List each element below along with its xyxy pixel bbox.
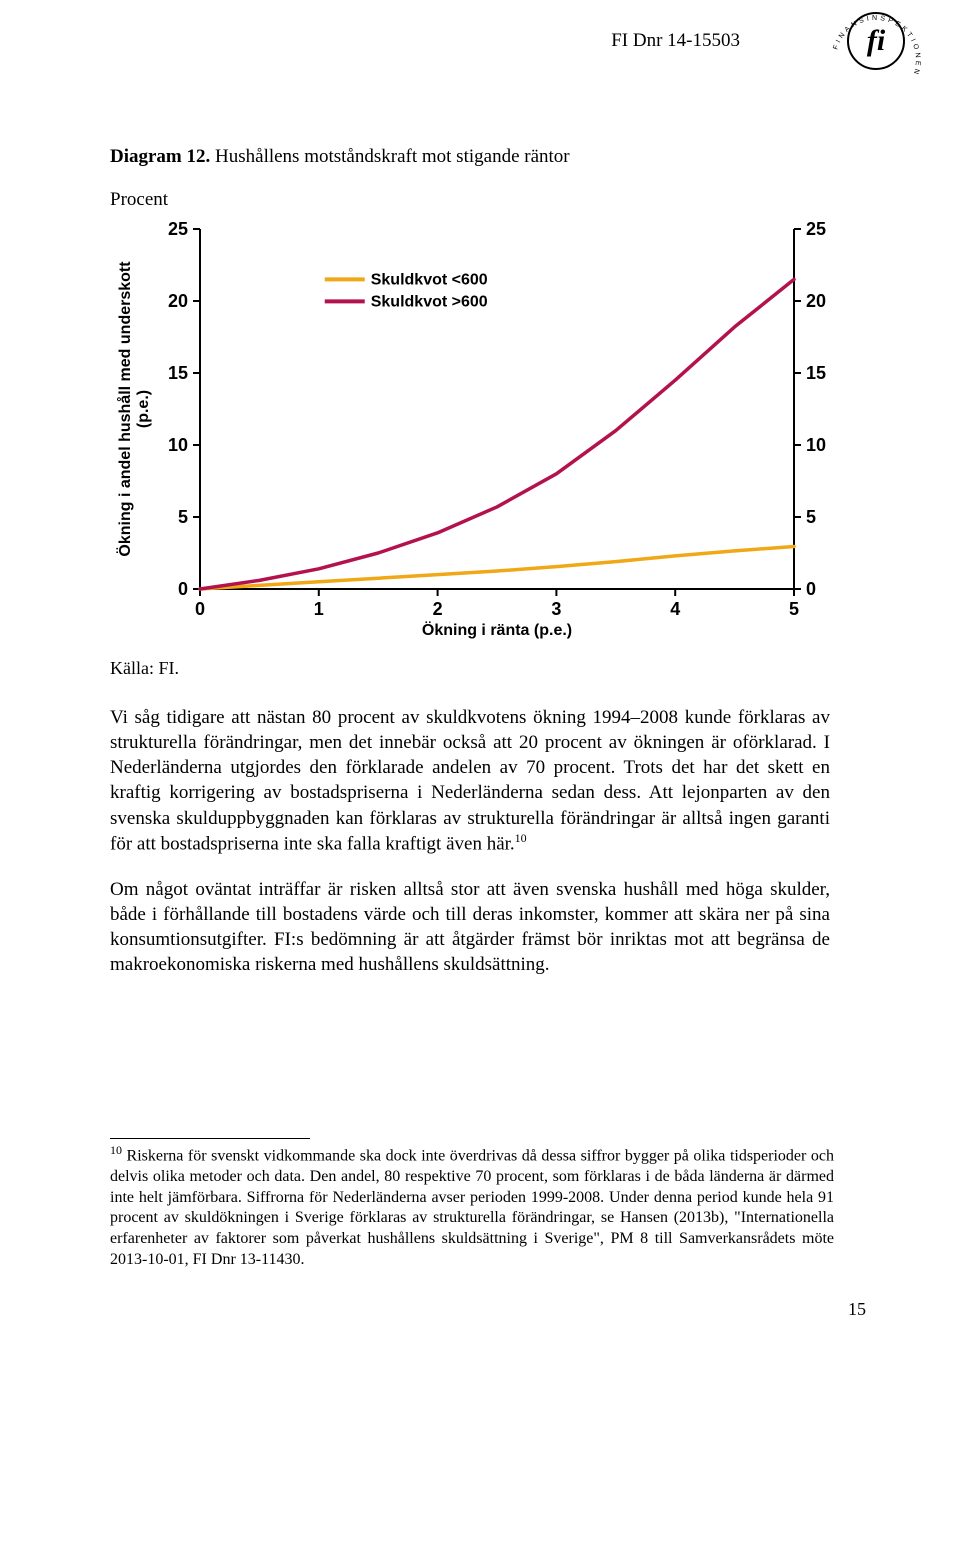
svg-text:15: 15 <box>806 363 826 383</box>
svg-text:0: 0 <box>195 599 205 619</box>
diagram-number: Diagram 12. <box>110 146 210 167</box>
svg-text:1: 1 <box>314 599 324 619</box>
svg-text:20: 20 <box>806 291 826 311</box>
svg-text:0: 0 <box>806 579 816 599</box>
svg-text:25: 25 <box>806 219 826 239</box>
page-number: 15 <box>110 1299 866 1320</box>
svg-text:5: 5 <box>806 507 816 527</box>
body-paragraph-2: Om något oväntat inträffar är risken all… <box>110 877 830 978</box>
diagram-chart: 01234505101520250510152025Ökning i ränta… <box>110 215 850 650</box>
line-chart-svg: 01234505101520250510152025Ökning i ränta… <box>110 215 850 645</box>
svg-text:Ökning i andel hushåll med und: Ökning i andel hushåll med underskott <box>115 260 134 556</box>
svg-text:(p.e.): (p.e.) <box>135 390 152 428</box>
diagram-source: Källa: FI. <box>110 658 870 679</box>
svg-text:20: 20 <box>168 291 188 311</box>
footnote-text: Riskerna för svenskt vidkommande ska doc… <box>110 1147 834 1268</box>
svg-text:10: 10 <box>806 435 826 455</box>
svg-text:15: 15 <box>168 363 188 383</box>
svg-text:FINANSINSPEKTIONEN: FINANSINSPEKTIONEN <box>832 15 921 78</box>
svg-text:Ökning i ränta (p.e.): Ökning i ränta (p.e.) <box>422 620 572 639</box>
diagram-unit-label: Procent <box>110 189 870 211</box>
svg-text:Skuldkvot >600: Skuldkvot >600 <box>371 293 488 310</box>
svg-text:25: 25 <box>168 219 188 239</box>
para1-text: Vi såg tidigare att nästan 80 procent av… <box>110 707 830 855</box>
document-id: FI Dnr 14-15503 <box>611 30 740 52</box>
agency-logo: FINANSINSPEKTIONEN fi <box>828 12 924 108</box>
svg-text:4: 4 <box>670 599 680 619</box>
diagram-title: Hushållens motståndskraft mot stigande r… <box>210 146 569 167</box>
footnote-ref-10: 10 <box>515 831 527 845</box>
svg-text:5: 5 <box>789 599 799 619</box>
svg-text:0: 0 <box>178 579 188 599</box>
logo-ring-text: FINANSINSPEKTIONEN <box>822 6 930 114</box>
svg-text:3: 3 <box>551 599 561 619</box>
footnote-separator <box>110 1138 310 1139</box>
footnote-10: 10 Riskerna för svenskt vidkommande ska … <box>110 1143 834 1271</box>
page-header: FI Dnr 14-15503 FINANSINSPEKTIONEN fi <box>110 24 870 104</box>
svg-text:10: 10 <box>168 435 188 455</box>
body-paragraph-1: Vi såg tidigare att nästan 80 procent av… <box>110 705 830 857</box>
svg-text:Skuldkvot <600: Skuldkvot <600 <box>371 271 488 288</box>
svg-text:2: 2 <box>433 599 443 619</box>
diagram-caption: Diagram 12. Hushållens motståndskraft mo… <box>110 144 870 170</box>
footnote-marker: 10 <box>110 1143 122 1157</box>
svg-text:5: 5 <box>178 507 188 527</box>
